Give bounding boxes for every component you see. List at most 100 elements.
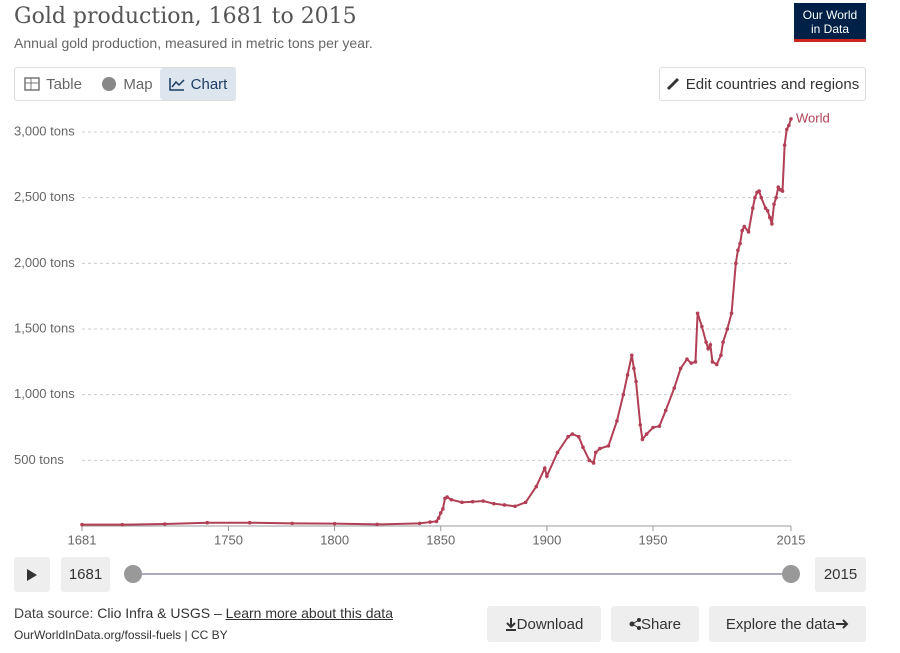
y-tick-label: 1,000 tons: [14, 386, 75, 401]
point: [593, 450, 598, 455]
x-tick-label: 1950: [639, 532, 668, 547]
tab-label: Map: [123, 75, 153, 93]
timeline-handle[interactable]: [782, 565, 800, 583]
point: [725, 327, 730, 331]
y-tick-label: 2,500 tons: [14, 189, 75, 204]
point: [714, 362, 719, 367]
point: [729, 311, 734, 316]
share-button[interactable]: Share: [611, 606, 699, 642]
y-tick-label: 500 tons: [14, 452, 64, 467]
point: [774, 195, 778, 200]
point: [776, 185, 781, 189]
point: [700, 324, 704, 329]
learn-more-link[interactable]: Learn more about this data: [225, 605, 393, 621]
point: [742, 224, 747, 229]
point: [689, 361, 694, 365]
point: [719, 353, 723, 358]
point: [734, 261, 738, 266]
point: [80, 522, 84, 527]
tab-bar: Table Map Chart: [14, 67, 236, 101]
point: [708, 342, 713, 347]
point: [587, 458, 592, 463]
tab-active[interactable]: Chart: [160, 68, 236, 100]
point: [502, 503, 507, 507]
point: [780, 189, 785, 193]
point: [434, 519, 439, 524]
point: [784, 127, 789, 132]
point: [591, 461, 596, 465]
point: [438, 511, 443, 515]
point: [632, 366, 636, 371]
x-tick-label: 1681: [68, 532, 97, 547]
source-line: Data source: Clio Infra & USGS – Learn m…: [14, 605, 393, 621]
download-button[interactable]: Download: [487, 606, 601, 642]
point: [634, 379, 638, 384]
point: [445, 495, 449, 499]
point: [621, 392, 626, 397]
play-button[interactable]: [14, 557, 50, 592]
logo[interactable]: Our World in Data: [794, 3, 866, 42]
point: [205, 520, 210, 525]
map-icon: [102, 77, 117, 91]
point: [672, 386, 677, 390]
x-tick-label: 1900: [532, 532, 561, 547]
point: [759, 195, 764, 200]
point: [789, 117, 793, 121]
subtitle: Annual gold production, measured in metr…: [14, 35, 373, 51]
point: [706, 346, 711, 351]
point: [638, 423, 643, 427]
point: [460, 500, 464, 505]
source: Clio Infra & USGS –: [97, 605, 222, 621]
point: [678, 366, 683, 371]
timeline-start: 1681: [61, 557, 110, 592]
point: [581, 445, 585, 450]
point: [750, 206, 755, 210]
point: [736, 248, 740, 252]
tab[interactable]: Table: [15, 68, 91, 100]
point: [247, 520, 252, 525]
button-label: Download: [516, 615, 584, 633]
point: [625, 373, 630, 377]
point: [710, 360, 715, 364]
tab[interactable]: Map: [93, 68, 161, 100]
url: OurWorldInData.org/fossil-fuels | CC BY: [14, 628, 228, 642]
point: [570, 432, 575, 436]
point: [513, 504, 517, 509]
point: [644, 432, 649, 436]
x-tick-label: 1850: [426, 532, 455, 547]
point: [770, 222, 774, 226]
point: [615, 419, 619, 423]
point: [545, 474, 549, 478]
point: [746, 230, 751, 234]
point: [663, 408, 668, 413]
x-tick-label: 1750: [214, 532, 243, 547]
edit-button[interactable]: Edit countries and regions: [659, 67, 866, 101]
tab-label: Chart: [190, 75, 228, 93]
point: [782, 143, 787, 147]
point: [441, 507, 445, 511]
point: [767, 215, 772, 220]
point: [290, 521, 294, 526]
point: [695, 311, 700, 316]
point: [576, 434, 581, 439]
play-icon: [27, 568, 37, 581]
point: [738, 241, 742, 246]
point: [436, 516, 441, 520]
logo-text: in Data: [810, 22, 850, 36]
point: [651, 425, 655, 430]
y-tick-label: 2,000 tons: [14, 255, 75, 270]
timeline-handle[interactable]: [124, 565, 142, 583]
x-tick-label: 1800: [320, 532, 349, 547]
point: [534, 484, 539, 489]
point: [523, 500, 528, 505]
chart-icon: [168, 78, 185, 91]
point: [606, 444, 611, 448]
point: [704, 340, 708, 344]
point: [555, 450, 560, 455]
explore-button[interactable]: Explore the data: [709, 606, 866, 642]
point: [787, 123, 791, 128]
point: [685, 357, 689, 362]
point: [657, 424, 662, 428]
